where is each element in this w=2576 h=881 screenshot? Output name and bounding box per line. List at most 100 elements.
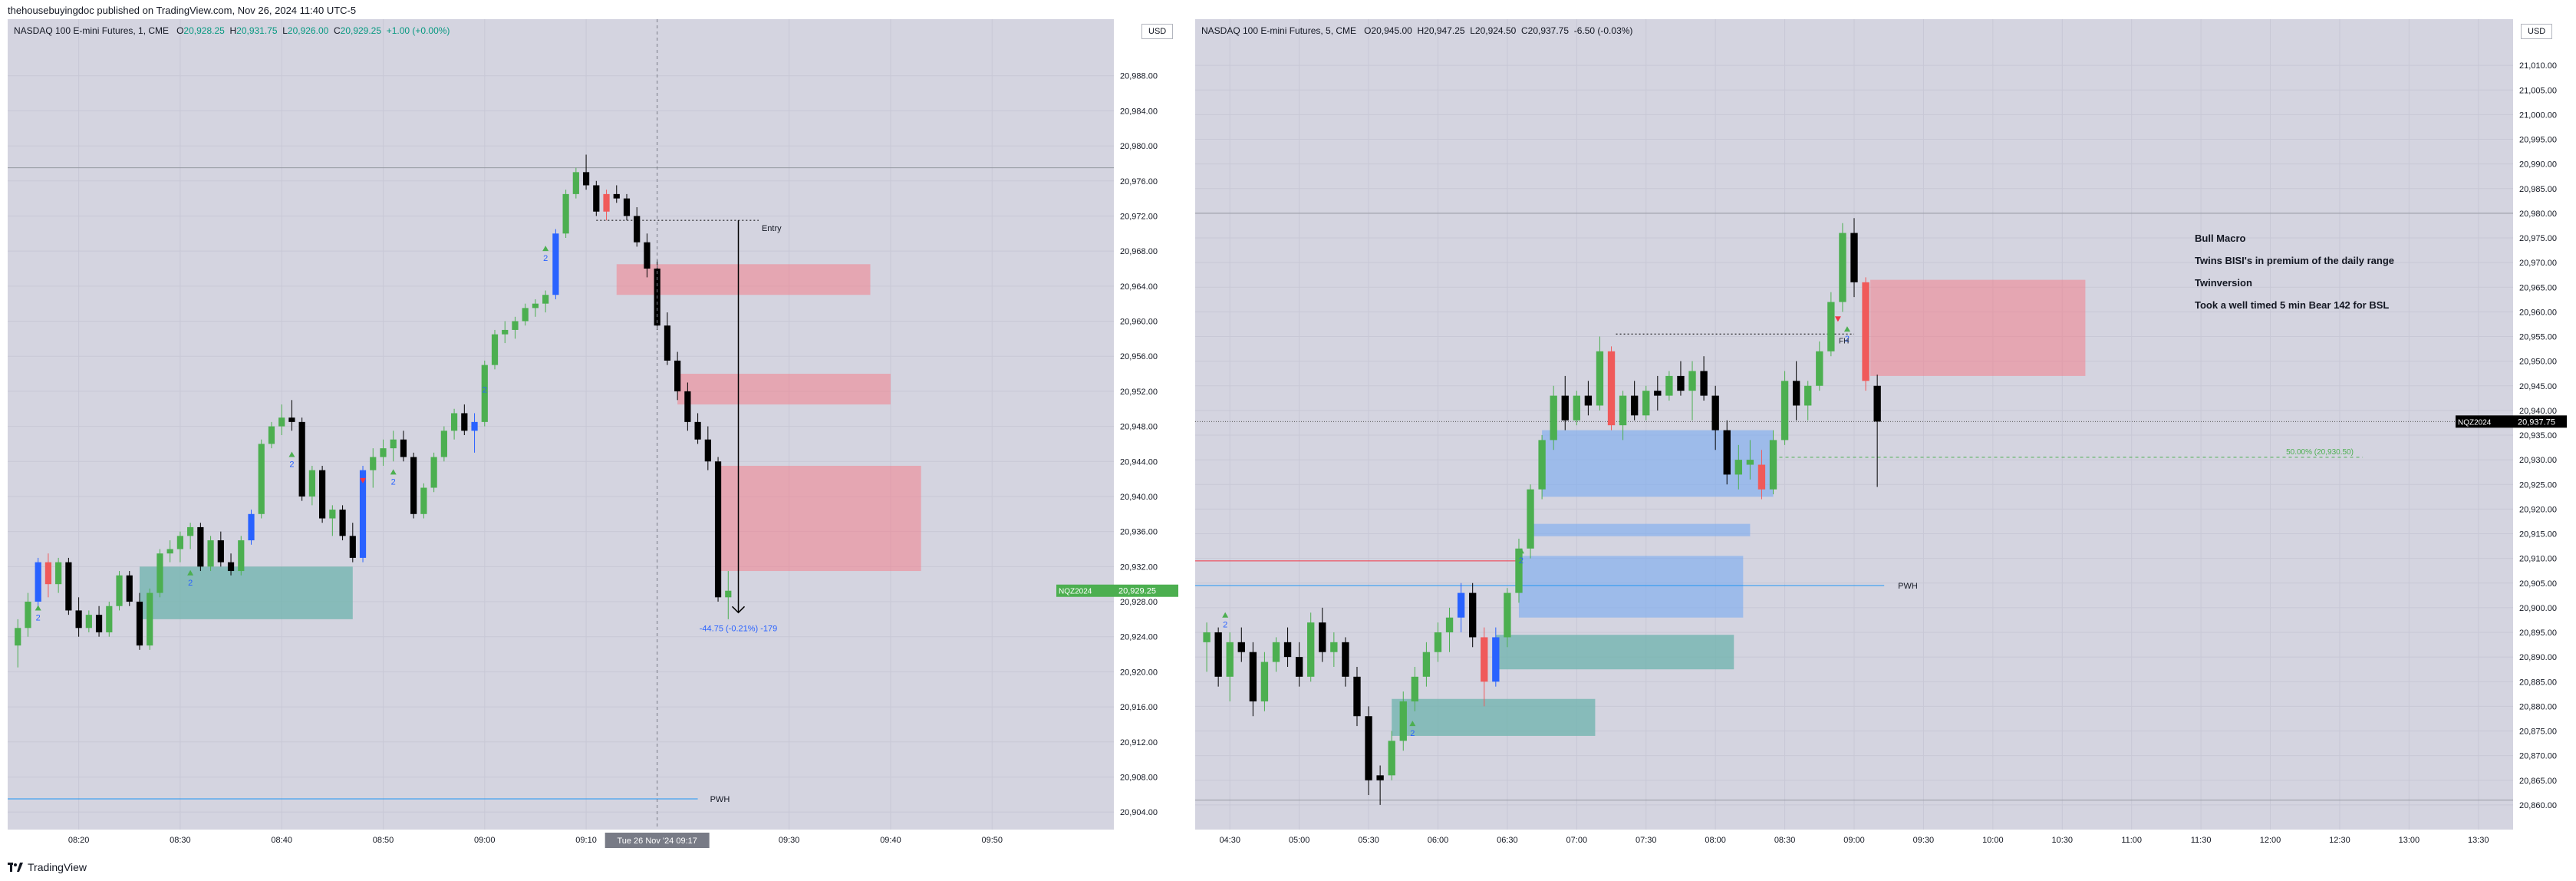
y-tick-label: 20,915.00 <box>2519 530 2557 539</box>
zone-fvg <box>1518 556 1744 618</box>
candle-body <box>644 242 651 269</box>
x-tick-label: 08:00 <box>1705 836 1726 845</box>
x-tick-label: 08:30 <box>170 836 191 845</box>
signal-label: 2 <box>1410 729 1415 738</box>
candle-body <box>1723 430 1731 475</box>
x-tick-label: 09:00 <box>474 836 496 845</box>
y-tick-label: 20,885.00 <box>2519 678 2557 687</box>
candle-body <box>1249 652 1257 701</box>
candle-body <box>75 610 82 629</box>
candle-body <box>390 439 397 449</box>
y-tick-label: 21,010.00 <box>2519 61 2557 71</box>
currency-button[interactable]: USD <box>1141 24 1174 39</box>
chart-5min-canvas[interactable]: 2 2 2 2 21,010.00 21,005.00 21,000.00 20,995.00… <box>1195 19 2568 854</box>
y-tick-label: 20,916.00 <box>1120 703 1158 712</box>
candle-body <box>1816 351 1823 386</box>
y-tick-label: 20,960.00 <box>2519 308 2557 317</box>
candle-body <box>1504 592 1511 638</box>
candle-body <box>714 461 722 598</box>
candle-body <box>55 562 62 585</box>
y-tick-label: 20,984.00 <box>1120 107 1158 116</box>
candle-body <box>1365 716 1372 780</box>
signal-arrow <box>481 377 488 383</box>
price-label-symbol: NQZ2024 <box>1059 588 1092 596</box>
symbol-title: NASDAQ 100 E-mini Futures, 5, CME <box>1201 25 1357 36</box>
candle-body <box>298 421 305 497</box>
ohlc-open: 20,945.00 <box>1371 25 1412 36</box>
footer-brand[interactable]: TradingView <box>8 861 87 873</box>
candle-body <box>1307 622 1315 677</box>
candle-body <box>1642 391 1650 416</box>
candle-body <box>1688 371 1696 391</box>
x-tick-label: 12:30 <box>2329 836 2350 845</box>
candle-body <box>187 526 194 536</box>
signal-arrow <box>35 605 41 611</box>
y-tick-label: 20,980.00 <box>2519 210 2557 219</box>
candle-body <box>268 426 275 444</box>
candle-body <box>126 575 133 602</box>
x-tick-label: 10:00 <box>1982 836 2004 845</box>
candle-body <box>1607 351 1616 426</box>
candle-body <box>1573 395 1580 421</box>
candle-body <box>1469 592 1477 638</box>
note-line: Bull Macro <box>2195 233 2246 244</box>
ohlc-low-label: L <box>1470 25 1475 36</box>
y-tick-label: 20,880.00 <box>2519 702 2557 711</box>
candle-body <box>502 329 509 335</box>
candle-body <box>1850 233 1858 282</box>
y-tick-label: 20,935.00 <box>2519 431 2557 440</box>
candle-body <box>1411 676 1419 701</box>
y-tick-label: 20,905.00 <box>2519 579 2557 589</box>
y-tick-label: 20,912.00 <box>1120 738 1158 747</box>
y-tick-label: 20,936.00 <box>1120 528 1158 537</box>
candle-body <box>1839 233 1846 302</box>
x-tick-label: 13:30 <box>2468 836 2489 845</box>
crosshair-time-label: Tue 26 Nov '24 09:17 <box>617 836 697 846</box>
x-tick-label: 11:00 <box>2121 836 2142 845</box>
y-tick-label: 20,900.00 <box>2519 604 2557 613</box>
y-tick-label: 20,932.00 <box>1120 563 1158 572</box>
candle-body <box>95 615 103 632</box>
candle-body <box>1711 395 1719 431</box>
price-label-value: 20,929.25 <box>1118 587 1156 596</box>
candle-body <box>471 421 478 431</box>
x-tick-label: 04:30 <box>1219 836 1240 845</box>
candle-body <box>1272 642 1280 662</box>
candle-body <box>227 562 235 572</box>
currency-button[interactable]: USD <box>2521 24 2553 39</box>
candle-body <box>1665 375 1673 396</box>
candle-body <box>552 233 559 295</box>
candle-body <box>410 457 417 514</box>
y-tick-label: 20,968.00 <box>1120 247 1158 256</box>
candle-body <box>15 628 21 646</box>
symbol-title: NASDAQ 100 E-mini Futures, 1, CME <box>14 25 170 36</box>
ohlc-close-label: C <box>1520 25 1528 36</box>
y-tick-label: 20,960.00 <box>1120 318 1158 327</box>
price-label-symbol: NQZ2024 <box>2458 418 2492 427</box>
measure-arrowhead <box>731 605 746 614</box>
ohlc-high-label: H <box>229 25 237 36</box>
candle-body <box>1827 302 1835 351</box>
zone-supply <box>677 374 891 405</box>
chart-panel-1min[interactable]: 2 2 2 2 2 2 2 20,988.00 20,984.00 20,980.00 20,976… <box>8 19 1180 854</box>
chart-panel-5min[interactable]: 2 2 2 2 21,010.00 21,005.00 21,000.00 20,995.00… <box>1195 19 2568 854</box>
candle-body <box>147 592 153 646</box>
candle-body <box>339 510 346 536</box>
x-tick-label: 09:40 <box>880 836 901 845</box>
candle-body <box>450 413 458 431</box>
chart-1min-canvas[interactable]: 2 2 2 2 2 2 2 20,988.00 20,984.00 20,980.00 20,976… <box>8 19 1180 854</box>
x-tick-label: 12:00 <box>2260 836 2281 845</box>
x-tick-label: 08:40 <box>271 836 292 845</box>
y-tick-label: 20,940.00 <box>1120 493 1158 502</box>
ohlc-close: 20,937.75 <box>1527 25 1570 36</box>
y-tick-label: 20,955.00 <box>2519 333 2557 342</box>
x-tick-label: 08:30 <box>1774 836 1796 845</box>
price-label-bg <box>2456 415 2567 428</box>
candle-body <box>1422 652 1431 677</box>
candle-body <box>35 562 41 602</box>
y-tick-label: 20,940.00 <box>2519 407 2557 416</box>
y-tick-label: 20,970.00 <box>2519 259 2557 268</box>
candle-body <box>1804 385 1812 406</box>
time-axis <box>8 830 1180 854</box>
y-tick-label: 20,990.00 <box>2519 160 2557 170</box>
